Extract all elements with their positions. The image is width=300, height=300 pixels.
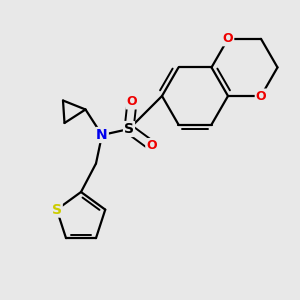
Text: N: N — [96, 128, 108, 142]
Text: O: O — [127, 95, 137, 109]
Text: O: O — [256, 89, 266, 103]
Text: S: S — [124, 122, 134, 136]
Text: O: O — [146, 139, 157, 152]
Text: S: S — [52, 202, 62, 217]
Text: O: O — [223, 32, 233, 45]
